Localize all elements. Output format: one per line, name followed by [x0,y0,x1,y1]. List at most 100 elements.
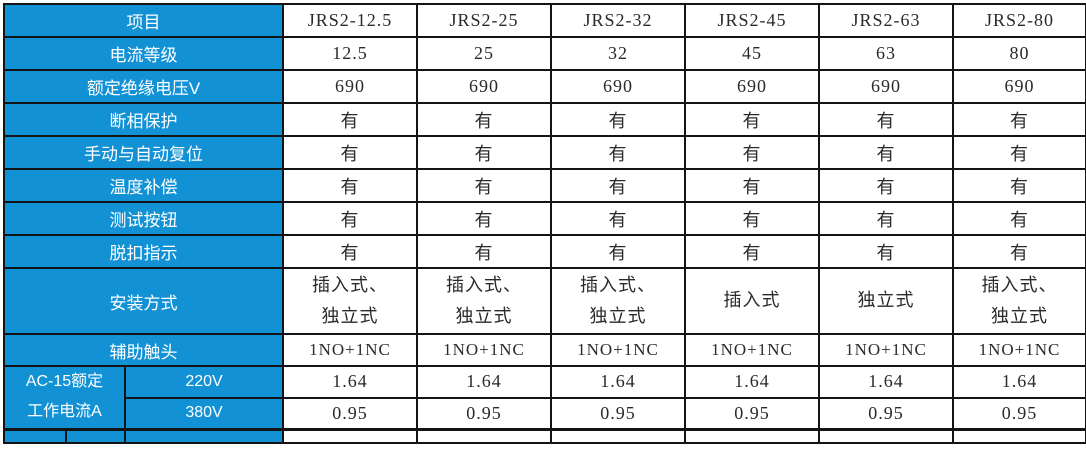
data-cell: 有 [952,102,1086,137]
data-cell: 有 [818,135,954,170]
data-cell: 有 [952,135,1086,170]
data-cell: 有 [818,201,954,236]
data-cell: 63 [818,36,954,71]
data-cell: 独立式 [818,267,954,335]
model-header: JRS2-32 [550,3,686,38]
model-header: JRS2-45 [684,3,820,38]
data-cell: 1.64 [818,365,954,399]
data-cell: 有 [684,135,820,170]
table-row-auxiliary-contacts: 辅助触头 1NO+1NC 1NO+1NC 1NO+1NC 1NO+1NC 1NO… [3,333,1086,367]
clipped-cell [65,427,126,445]
data-cell: 有 [282,234,418,269]
data-cell: 0.95 [684,396,820,431]
clipped-cell [3,427,67,445]
data-cell: 有 [550,201,686,236]
data-cell: 有 [952,168,1086,203]
model-header: JRS2-80 [952,3,1086,38]
table-row-test-button: 测试按钮 有 有 有 有 有 有 [3,201,1086,236]
clipped-cell [550,427,686,445]
row-label: 温度补偿 [3,168,284,203]
voltage-label: 220V [124,365,284,399]
row-label: 安装方式 [3,267,284,335]
data-cell: 1NO+1NC [282,333,418,367]
data-cell: 有 [684,102,820,137]
row-label: 电流等级 [3,36,284,71]
data-cell: 有 [416,168,552,203]
data-cell: 有 [282,168,418,203]
row-label: 辅助触头 [3,333,284,367]
row-label: 脱扣指示 [3,234,284,269]
table-row-insulation-voltage: 额定绝缘电压V 690 690 690 690 690 690 [3,69,1086,104]
table-row-mounting-type: 安装方式 插入式、 独立式 插入式、 独立式 插入式、 独立式 插入式 独立式 … [3,267,1086,335]
data-cell: 有 [416,234,552,269]
data-cell: 有 [952,201,1086,236]
clipped-cell [952,427,1086,445]
data-cell: 45 [684,36,820,71]
data-cell: 690 [282,69,418,104]
data-cell: 690 [818,69,954,104]
data-cell: 有 [818,234,954,269]
clipped-cell [282,427,418,445]
data-cell: 插入式、 独立式 [952,267,1086,335]
data-cell: 有 [282,201,418,236]
header-label: 项目 [3,3,284,38]
data-cell: 690 [684,69,820,104]
data-cell: 1NO+1NC [952,333,1086,367]
clipped-cell [818,427,954,445]
data-cell: 有 [282,102,418,137]
data-cell: 1NO+1NC [416,333,552,367]
data-cell: 有 [416,201,552,236]
clipped-cell [416,427,552,445]
data-cell: 插入式、 独立式 [550,267,686,335]
data-cell: 1NO+1NC [550,333,686,367]
data-cell: 插入式、 独立式 [282,267,418,335]
data-cell: 有 [684,234,820,269]
data-cell: 0.95 [818,396,954,431]
clipped-cell [124,427,284,445]
data-cell: 690 [416,69,552,104]
table-row-phase-failure-protection: 断相保护 有 有 有 有 有 有 [3,102,1086,137]
data-cell: 1.64 [416,365,552,399]
model-header: JRS2-12.5 [282,3,418,38]
data-cell: 80 [952,36,1086,71]
model-header: JRS2-63 [818,3,954,38]
header-row: 项目 JRS2-12.5 JRS2-25 JRS2-32 JRS2-45 JRS… [3,3,1086,38]
data-cell: 690 [550,69,686,104]
data-cell: 0.95 [282,396,418,431]
row-label: 测试按钮 [3,201,284,236]
data-cell: 有 [550,234,686,269]
data-cell: 有 [818,102,954,137]
data-cell: 1.64 [550,365,686,399]
table-row-manual-auto-reset: 手动与自动复位 有 有 有 有 有 有 [3,135,1086,170]
row-label: 额定绝缘电压V [3,69,284,104]
data-cell: 1NO+1NC [684,333,820,367]
data-cell: 有 [416,135,552,170]
data-cell: 0.95 [952,396,1086,431]
data-cell: 1.64 [282,365,418,399]
data-cell: 有 [952,234,1086,269]
clipped-cell [684,427,820,445]
data-cell: 有 [282,135,418,170]
data-cell: 690 [952,69,1086,104]
voltage-label: 380V [124,396,284,431]
data-cell: 12.5 [282,36,418,71]
ac15-group-label: AC-15额定 工作电流A [3,364,126,431]
data-cell: 25 [416,36,552,71]
data-cell: 有 [684,201,820,236]
table-row-temperature-compensation: 温度补偿 有 有 有 有 有 有 [3,168,1086,203]
table-row-trip-indicator: 脱扣指示 有 有 有 有 有 有 [3,234,1086,269]
model-header: JRS2-25 [416,3,552,38]
data-cell: 有 [818,168,954,203]
table-row-clipped [3,427,1086,445]
table-row-current-grade: 电流等级 12.5 25 32 45 63 80 [3,36,1086,71]
data-cell: 有 [550,135,686,170]
data-cell: 有 [684,168,820,203]
data-cell: 0.95 [550,396,686,431]
row-label: 断相保护 [3,102,284,137]
data-cell: 有 [550,102,686,137]
table-row-ac15-380v: 380V 0.95 0.95 0.95 0.95 0.95 0.95 [4,396,1086,431]
data-cell: 插入式、 独立式 [416,267,552,335]
data-cell: 32 [550,36,686,71]
data-cell: 1.64 [684,365,820,399]
